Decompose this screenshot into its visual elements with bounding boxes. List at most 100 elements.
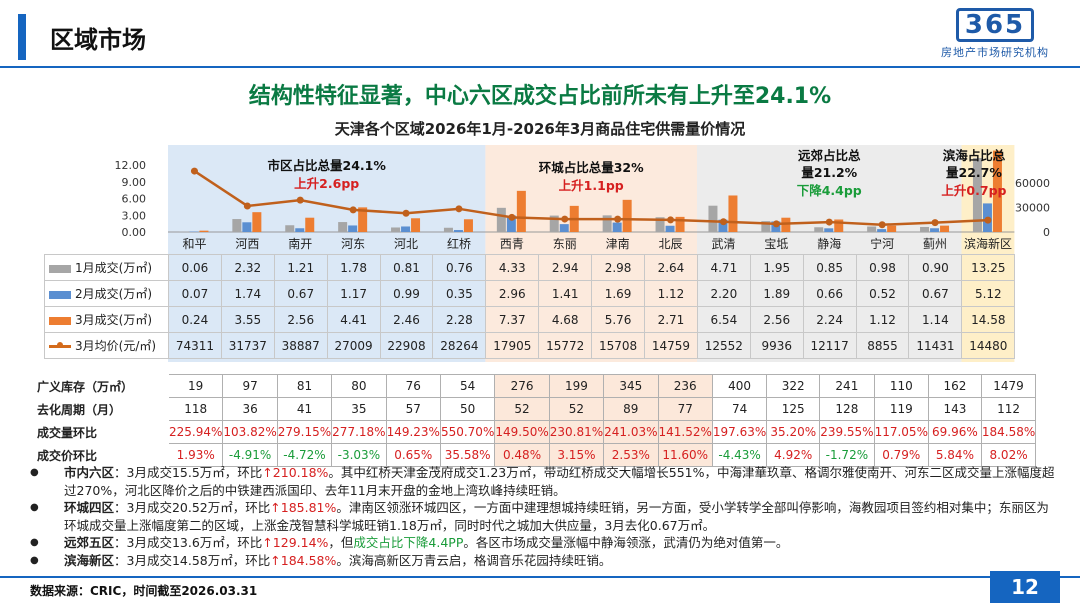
supply-table-label: 去化周期（月）	[37, 402, 122, 417]
commentary-item: 市内六区：3月成交15.5万㎡，环比↑210.18%。其中红桥天津金茂府成交1.…	[30, 464, 1060, 499]
price-point	[984, 216, 992, 224]
supply-table-cell: 141.52%	[657, 420, 713, 444]
bar-feb	[824, 228, 834, 232]
supply-table-cell: 199	[548, 374, 605, 398]
legend-label: 1月成交(万㎡)	[75, 261, 152, 275]
supply-table-cell: 35.58%	[439, 443, 496, 467]
data-source: 数据来源：CRIC，时间截至2026.03.31	[30, 584, 258, 598]
chart-table-cell: 1.69	[591, 280, 646, 307]
group-note-title-line2: 量21.2%	[801, 165, 857, 180]
bar-feb	[612, 222, 622, 232]
bar-jan	[972, 158, 982, 232]
commentary-highlight-down: 成交占比下降4.4PP	[353, 535, 464, 550]
chart-table-cell: 1.89	[749, 280, 804, 307]
bar-mar	[940, 225, 950, 232]
supply-table-cell: 2.53%	[603, 443, 659, 467]
supply-table-cell: 400	[711, 374, 768, 398]
brand-logo: 365 房地产市场研究机构	[925, 8, 1065, 62]
supply-table-cell: 80	[331, 374, 387, 398]
price-point	[719, 218, 727, 226]
y-left-tick-label: 3.00	[122, 209, 147, 222]
supply-table-cell: 0.65%	[385, 443, 441, 467]
chart-table-cell: 27009	[326, 332, 381, 359]
chart-table-cell: 1.95	[749, 254, 804, 281]
supply-table-cell: 1.93%	[167, 443, 224, 467]
bar-mar	[516, 190, 526, 232]
group-note-change: 下降4.4pp	[797, 183, 862, 198]
bar-feb	[930, 228, 940, 232]
chart-table-cell: 15772	[538, 332, 593, 359]
commentary-highlight: ↑129.14%	[262, 535, 329, 550]
chart-table-cell: 1.14	[908, 306, 963, 333]
chart-table-cell: 0.85	[802, 254, 857, 281]
legend-swatch	[49, 264, 71, 273]
chart-table-cell: 0.67	[908, 280, 963, 307]
price-point	[878, 221, 886, 229]
chart-table-cell: 22908	[379, 332, 434, 359]
category-label: 河东	[341, 237, 365, 251]
chart-table-cell: 2.71	[644, 306, 698, 333]
chart-table-cell: 1.74	[220, 280, 275, 307]
supply-table-cell: 52	[548, 397, 605, 421]
y-left-tick-label: 6.00	[122, 193, 147, 206]
category-label: 西青	[500, 237, 524, 251]
bar-feb	[242, 222, 252, 232]
bar-mar	[992, 150, 1002, 232]
chart-table-cell: 0.98	[855, 254, 910, 281]
chart-table-cell: 2.28	[432, 306, 487, 333]
price-point	[561, 215, 569, 223]
category-label: 河北	[394, 237, 418, 251]
supply-table-cell: 0.79%	[873, 443, 929, 467]
supply-table-cell: 230.81%	[548, 420, 605, 444]
supply-table: 广义库存（万㎡） 19 97 81 80 76 54 276 199 345 236 400 322 24…	[28, 374, 1037, 467]
supply-table-row: 成交价环比 1.93% -4.91% -4.72% -3.03% 0.65% 35.58% 0…	[29, 443, 1037, 467]
category-label: 宝坻	[764, 236, 788, 251]
chart-table-cell: 17905	[485, 332, 540, 359]
chart-table-cell: 0.06	[168, 254, 222, 281]
chart-table-cell: 28264	[432, 332, 487, 359]
supply-table-cell: 197.63%	[711, 420, 768, 444]
bar-feb	[401, 226, 411, 232]
supply-table-cell: 241.03%	[603, 420, 659, 444]
bar-mar	[463, 219, 473, 232]
bar-jan	[496, 207, 506, 232]
supply-table-cell: 103.82%	[222, 420, 278, 444]
supply-table-cell: 550.70%	[439, 420, 496, 444]
legend-label: 3月均价(元/㎡)	[75, 339, 157, 353]
chart-table-cell: 8855	[855, 332, 910, 359]
price-point	[825, 218, 833, 226]
chart-table-cell: 38887	[273, 332, 328, 359]
chart-table-label: 2月成交(万㎡)	[44, 280, 169, 307]
price-point	[296, 196, 304, 204]
logo-text: 房地产市场研究机构	[941, 46, 1049, 59]
supply-table-cell: 162	[927, 374, 982, 398]
supply-table-cell: 225.94%	[167, 420, 224, 444]
chart-table-label: 3月成交(万㎡)	[44, 306, 169, 333]
chart-table-cell: 2.20	[696, 280, 751, 307]
bar-mar	[728, 195, 738, 232]
price-point	[243, 202, 251, 210]
chart-table-cell: 74311	[168, 332, 222, 359]
category-label: 滨海新区	[964, 236, 1012, 251]
chart-table-cell: 0.76	[432, 254, 487, 281]
y-left-tick-label: 9.00	[122, 176, 147, 189]
header-divider	[0, 66, 1080, 68]
chart-table-cell: 2.24	[802, 306, 857, 333]
chart-table-cell: 4.71	[696, 254, 751, 281]
chart-table-cell: 1.17	[326, 280, 381, 307]
category-label: 河西	[235, 237, 259, 251]
supply-table-cell: 128	[819, 397, 875, 421]
chart-table-cell: 5.76	[591, 306, 646, 333]
bar-jan	[232, 219, 242, 232]
chart-table-cell: 5.12	[961, 280, 1016, 307]
category-label: 蓟州	[923, 237, 947, 251]
bar-mar	[781, 217, 791, 232]
supply-table-cell: 277.18%	[331, 420, 387, 444]
bar-jan	[338, 222, 348, 232]
supply-table-cell: -3.03%	[331, 443, 387, 467]
group-note-title: 环城占比总量32%	[539, 160, 644, 175]
supply-table-cell: 119	[873, 397, 929, 421]
supply-table-cell: 143	[927, 397, 982, 421]
chart-table-cell: 1.12	[855, 306, 910, 333]
price-point	[614, 215, 622, 223]
